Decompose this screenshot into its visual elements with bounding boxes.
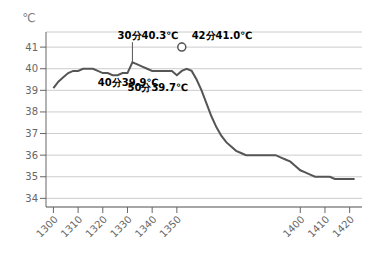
- svg-text:1350: 1350: [158, 214, 184, 240]
- svg-text:1300: 1300: [34, 214, 60, 240]
- svg-text:℃: ℃: [22, 11, 35, 25]
- svg-text:1410: 1410: [306, 214, 332, 240]
- svg-text:38: 38: [25, 106, 38, 117]
- svg-text:34: 34: [25, 193, 38, 204]
- svg-text:40: 40: [25, 63, 38, 74]
- svg-text:50分39.7℃: 50分39.7℃: [127, 82, 188, 93]
- svg-text:37: 37: [25, 128, 38, 139]
- svg-text:30分40.3℃: 30分40.3℃: [118, 30, 179, 41]
- svg-text:41: 41: [25, 42, 38, 53]
- svg-text:1420: 1420: [330, 214, 356, 240]
- svg-text:1330: 1330: [108, 214, 134, 240]
- svg-text:1340: 1340: [133, 214, 159, 240]
- svg-text:1310: 1310: [59, 214, 85, 240]
- svg-text:1320: 1320: [83, 214, 109, 240]
- svg-text:1400: 1400: [281, 214, 307, 240]
- svg-text:42分41.0℃: 42分41.0℃: [192, 30, 253, 41]
- svg-text:39: 39: [25, 85, 38, 96]
- svg-text:36: 36: [25, 150, 38, 161]
- svg-text:35: 35: [25, 171, 38, 182]
